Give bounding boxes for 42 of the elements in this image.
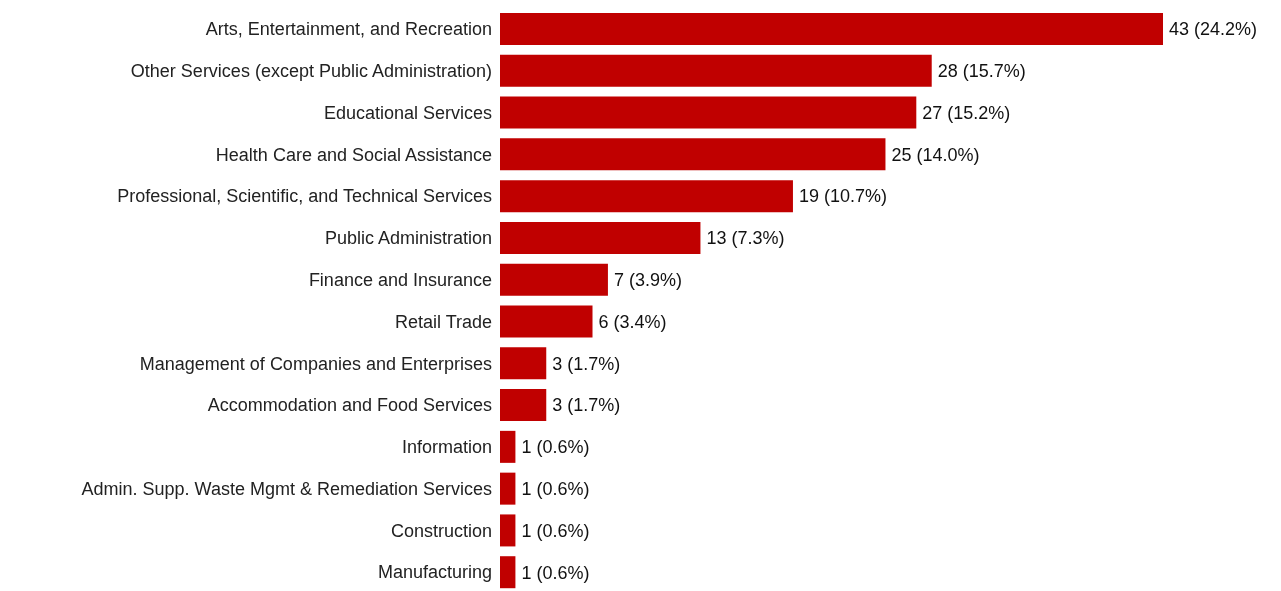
bar [500, 556, 516, 589]
y-tick-label: Arts, Entertainment, and Recreation [205, 19, 492, 40]
data-label: 13 (7.3%) [706, 228, 785, 249]
y-tick-label: Admin. Supp. Waste Mgmt & Remediation Services [81, 478, 492, 499]
bar [500, 347, 547, 380]
y-tick-label: Manufacturing [377, 562, 492, 583]
data-label: 1 (0.6%) [521, 437, 590, 458]
data-label: 1 (0.6%) [521, 478, 590, 499]
y-tick-label: Other Services (except Public Administration) [130, 61, 492, 82]
data-label: 3 (1.7%) [552, 395, 621, 416]
data-label: 1 (0.6%) [521, 520, 590, 541]
y-tick-label: Construction [390, 520, 492, 541]
bar [500, 13, 1163, 45]
bar [500, 514, 516, 547]
bar [500, 138, 886, 171]
bar [500, 180, 793, 213]
data-label: 1 (0.6%) [521, 562, 590, 583]
data-label: 6 (3.4%) [598, 311, 667, 332]
data-label: 19 (10.7%) [798, 186, 888, 207]
y-tick-label: Health Care and Social Assistance [215, 144, 492, 165]
bar [500, 305, 593, 338]
y-tick-label: Retail Trade [394, 311, 492, 332]
y-tick-label: Professional, Scientific, and Technical Services [117, 186, 492, 207]
bar [500, 389, 547, 422]
y-tick-label: Information [401, 437, 492, 458]
bar [500, 96, 917, 129]
y-tick-label: Management of Companies and Enterprises [139, 353, 492, 374]
bar [500, 472, 516, 505]
bar [500, 221, 701, 254]
y-tick-label: Educational Services [323, 102, 492, 123]
bar [500, 430, 516, 463]
data-label: 43 (24.2%) [1169, 19, 1258, 40]
data-label: 28 (15.7%) [937, 61, 1026, 82]
data-label: 25 (14.0%) [891, 144, 980, 165]
y-tick-label: Public Administration [324, 228, 492, 249]
y-tick-label: Finance and Insurance [308, 270, 492, 290]
bar [500, 263, 608, 296]
y-tick-label: Accommodation and Food Services [207, 395, 492, 416]
data-label: 7 (3.9%) [613, 270, 682, 291]
bar [500, 54, 932, 87]
data-label: 3 (1.7%) [552, 353, 621, 374]
data-label: 27 (15.2%) [922, 102, 1011, 123]
